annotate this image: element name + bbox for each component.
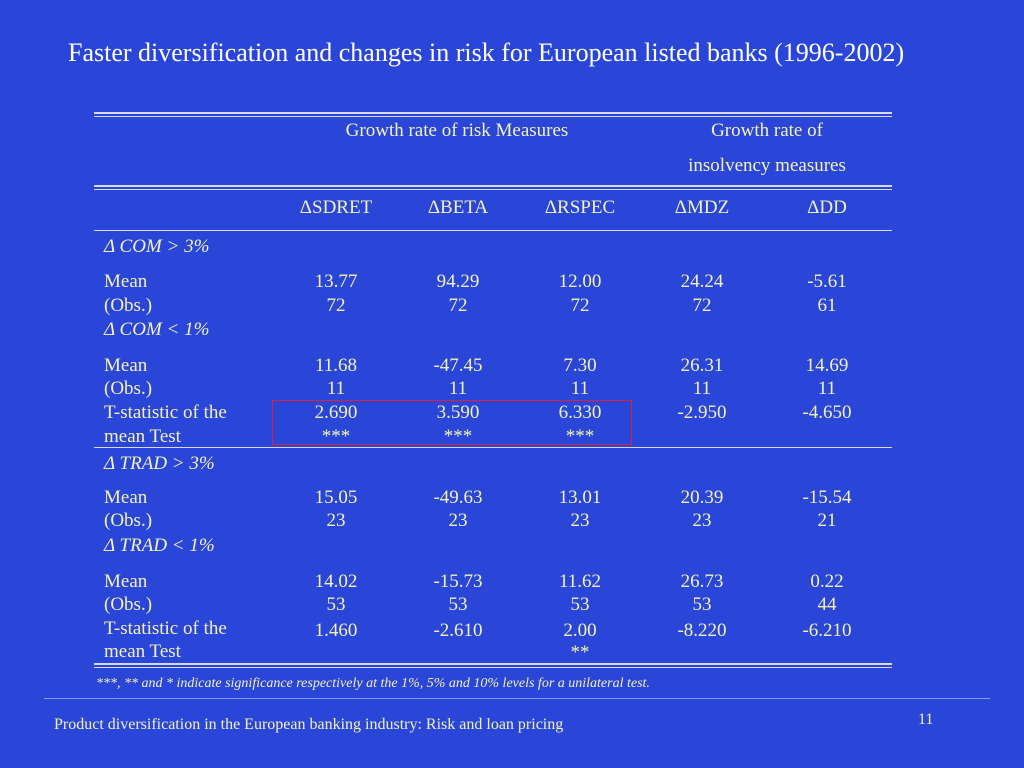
row-label-mean: Mean [104, 355, 148, 376]
table-cell: -49.63 [433, 487, 483, 508]
table-cell: -2.610 [433, 620, 483, 641]
table-cell: 61 [817, 295, 837, 316]
significance-mark: *** [443, 426, 473, 447]
column-header-rule [94, 230, 892, 231]
table-cell: -4.650 [802, 402, 852, 423]
column-header: ΔMDZ [674, 197, 730, 218]
table-cell: 23 [570, 510, 590, 531]
table-cell: 0.22 [810, 571, 844, 592]
table-cell: 53 [448, 594, 468, 615]
table-cell: 12.00 [558, 271, 602, 292]
table-cell: 3.590 [436, 402, 480, 423]
table-cell: 13.77 [314, 271, 358, 292]
table-cell: 24.24 [680, 271, 724, 292]
table-cell: 14.02 [314, 571, 358, 592]
table-cell: 20.39 [680, 487, 724, 508]
table-cell: 53 [570, 594, 590, 615]
page-number: 11 [918, 711, 934, 728]
column-header: ΔRSPEC [544, 197, 616, 218]
row-label-tstat-2: mean Test [104, 641, 181, 662]
table-cell: 72 [692, 295, 712, 316]
row-label-obs: (Obs.) [104, 510, 153, 531]
table-cell: -15.73 [433, 571, 483, 592]
table-top-rule [94, 112, 892, 117]
table-cell: 11 [326, 378, 346, 399]
group-header-insolvency-1: Growth rate of [711, 120, 823, 141]
row-label-mean: Mean [104, 571, 148, 592]
row-label-obs: (Obs.) [104, 594, 153, 615]
table-cell: -15.54 [802, 487, 852, 508]
table-cell: 44 [817, 594, 837, 615]
section-label: Δ COM > 3% [104, 236, 210, 257]
group-header-risk: Growth rate of risk Measures [345, 120, 569, 141]
table-cell: 11 [570, 378, 590, 399]
table-cell: 72 [326, 295, 346, 316]
table-note: ***, ** and * indicate significance resp… [96, 676, 650, 691]
table-cell: -6.210 [802, 620, 852, 641]
table-cell: 2.690 [314, 402, 358, 423]
column-header: ΔDD [807, 197, 847, 218]
slide-title: Faster diversification and changes in ri… [68, 38, 905, 67]
significance-mark: *** [321, 426, 351, 447]
table-cell: 23 [692, 510, 712, 531]
table-cell: 26.31 [680, 355, 724, 376]
row-label-obs: (Obs.) [104, 378, 153, 399]
table-bottom-rule [94, 663, 892, 668]
section-rule [94, 447, 892, 448]
table-cell: 11 [448, 378, 468, 399]
row-label-mean: Mean [104, 271, 148, 292]
table-cell: 11.68 [314, 355, 358, 376]
table-cell: 13.01 [558, 487, 602, 508]
row-label-mean: Mean [104, 487, 148, 508]
table-cell: 11 [817, 378, 837, 399]
table-cell: -5.61 [807, 271, 847, 292]
table-cell: 53 [692, 594, 712, 615]
footer-divider [44, 698, 990, 699]
table-cell: -8.220 [677, 620, 727, 641]
row-label-tstat: T-statistic of the [104, 402, 227, 423]
table-cell: 94.29 [436, 271, 480, 292]
table-cell: 26.73 [680, 571, 724, 592]
table-cell: 15.05 [314, 487, 358, 508]
column-header: ΔBETA [427, 197, 489, 218]
row-label-obs: (Obs.) [104, 295, 153, 316]
section-label: Δ TRAD > 3% [104, 453, 215, 474]
significance-mark: ** [570, 642, 590, 663]
table-cell: 72 [570, 295, 590, 316]
row-label-tstat-2: mean Test [104, 426, 181, 447]
table-cell: 11 [692, 378, 712, 399]
table-cell: -2.950 [677, 402, 727, 423]
group-header-insolvency-2: insolvency measures [688, 155, 846, 176]
header-rule [94, 185, 892, 190]
table-cell: 23 [448, 510, 468, 531]
column-header: ΔSDRET [299, 197, 373, 218]
table-cell: 1.460 [314, 620, 358, 641]
significance-mark: *** [565, 426, 595, 447]
table-cell: 6.330 [558, 402, 602, 423]
table-cell: 53 [326, 594, 346, 615]
table-cell: 14.69 [805, 355, 849, 376]
section-label: Δ TRAD < 1% [104, 535, 215, 556]
table-cell: 72 [448, 295, 468, 316]
table-cell: 11.62 [558, 571, 602, 592]
table-cell: 7.30 [563, 355, 597, 376]
table-cell: 23 [326, 510, 346, 531]
section-label: Δ COM < 1% [104, 319, 210, 340]
footer-text: Product diversification in the European … [54, 716, 564, 733]
highlight-box [272, 400, 632, 445]
table-cell: 21 [817, 510, 837, 531]
row-label-tstat: T-statistic of the [104, 618, 227, 639]
table-cell: 2.00 [563, 620, 597, 641]
table-cell: -47.45 [433, 355, 483, 376]
